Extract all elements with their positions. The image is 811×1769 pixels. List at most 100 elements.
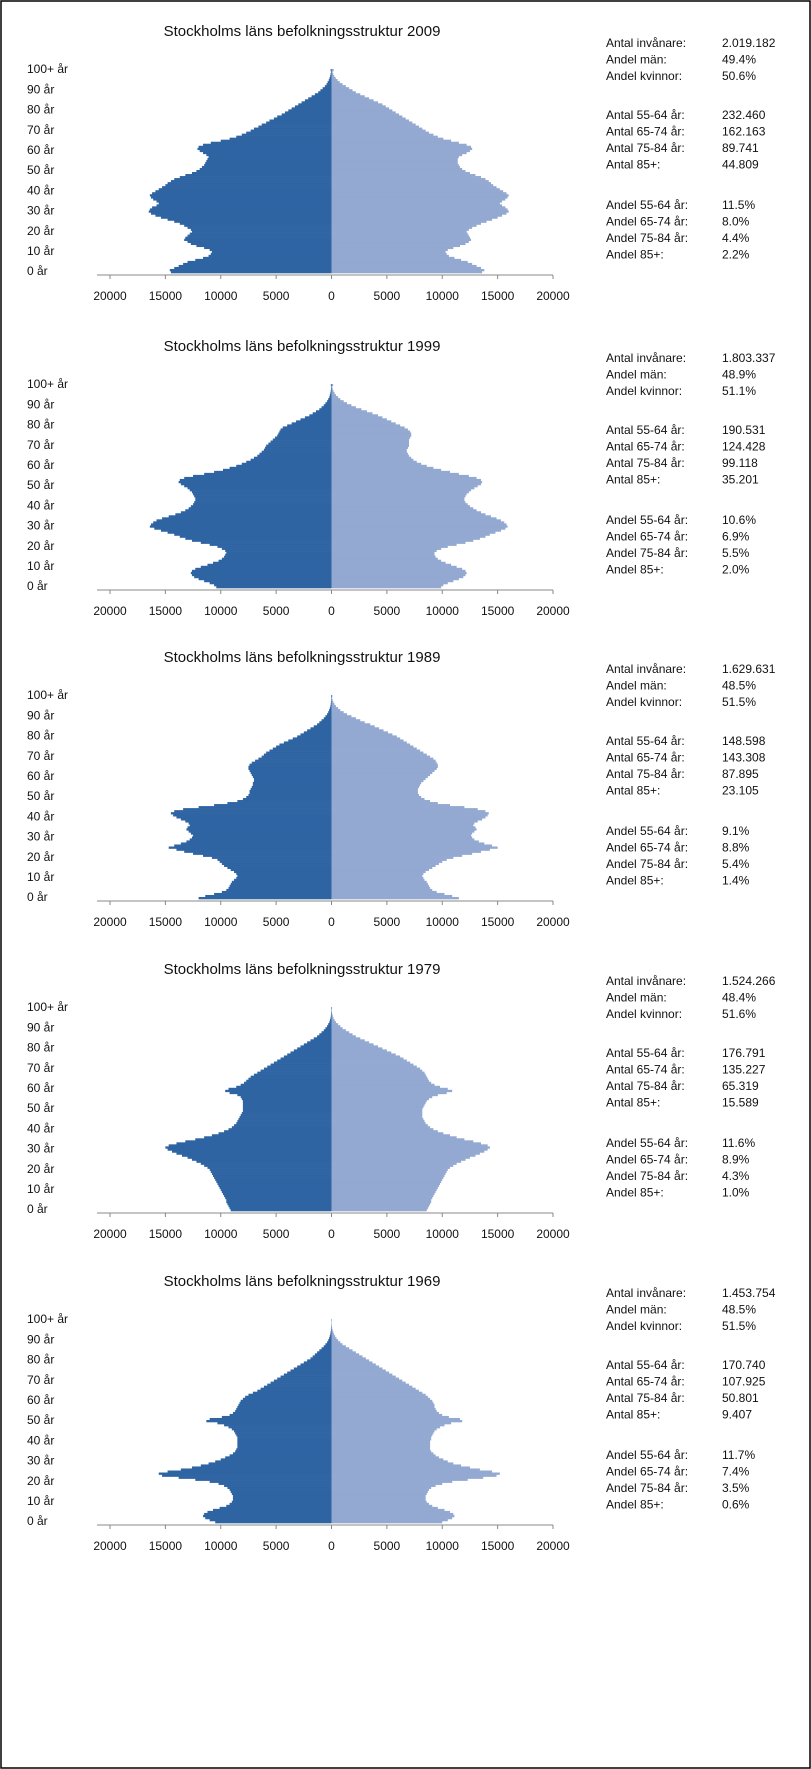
bar xyxy=(195,258,332,262)
bar xyxy=(165,1146,332,1149)
bar xyxy=(185,236,332,239)
bar xyxy=(331,1130,438,1133)
stat-label: Antal 55-64 år: xyxy=(606,1046,685,1060)
bar xyxy=(331,1142,482,1145)
bar xyxy=(329,1021,332,1024)
bar xyxy=(331,1043,374,1046)
stat-value: 8.9% xyxy=(722,1153,750,1167)
x-tick-label: 20000 xyxy=(536,1227,570,1241)
bar xyxy=(331,121,413,124)
bar xyxy=(328,1023,332,1026)
bar xyxy=(331,703,335,706)
bar xyxy=(242,1107,332,1111)
bar xyxy=(331,1349,353,1352)
bar xyxy=(260,1069,332,1072)
bar xyxy=(237,1446,332,1449)
x-tick-label: 5000 xyxy=(263,1539,290,1553)
bar xyxy=(195,1478,332,1481)
stat-label: Antal 85+: xyxy=(606,1408,660,1422)
bar xyxy=(193,503,332,506)
y-tick-label: 50 år xyxy=(27,789,54,803)
bar xyxy=(331,874,423,878)
bar xyxy=(174,178,332,181)
bar xyxy=(325,715,332,718)
bar xyxy=(230,1208,332,1212)
bar xyxy=(160,216,332,219)
bar xyxy=(331,153,463,157)
bar xyxy=(329,707,332,710)
bar xyxy=(331,165,460,169)
bar xyxy=(207,563,332,567)
y-tick-label: 10 år xyxy=(27,1182,54,1196)
bar xyxy=(261,123,332,126)
bar xyxy=(331,81,340,84)
bar xyxy=(249,789,332,793)
bar xyxy=(331,795,422,799)
bar xyxy=(203,256,332,260)
bar xyxy=(331,559,442,563)
bar xyxy=(238,1403,332,1407)
bar xyxy=(323,1345,332,1348)
bar xyxy=(251,785,332,789)
bar xyxy=(331,1357,366,1360)
y-tick-label: 50 år xyxy=(27,478,54,492)
y-tick-label: 30 år xyxy=(27,1142,54,1156)
bar xyxy=(230,882,332,886)
bar xyxy=(331,1176,444,1179)
bar xyxy=(283,741,332,744)
bar xyxy=(331,1192,435,1196)
bar xyxy=(331,476,477,480)
bar xyxy=(331,505,470,508)
bar xyxy=(330,1015,332,1018)
bar xyxy=(253,779,332,783)
bar xyxy=(331,1329,333,1332)
bar xyxy=(331,1156,470,1159)
stat-label: Andel 75-84 år: xyxy=(606,857,688,871)
bar xyxy=(242,1110,332,1113)
bar xyxy=(331,174,476,177)
bar xyxy=(331,822,475,825)
bar xyxy=(259,452,332,455)
bar xyxy=(237,1440,332,1443)
bar xyxy=(167,218,332,221)
bar xyxy=(331,531,496,534)
x-tick-label: 20000 xyxy=(536,1539,570,1553)
bar xyxy=(187,260,332,264)
bar xyxy=(330,390,332,393)
bar xyxy=(211,856,332,859)
bar xyxy=(331,555,436,559)
bar xyxy=(331,1095,433,1099)
bar xyxy=(191,230,332,233)
bar xyxy=(325,1343,332,1346)
bar xyxy=(331,771,433,775)
bar xyxy=(331,1371,390,1374)
bar xyxy=(331,192,507,195)
stat-label: Antal 55-64 år: xyxy=(606,1358,685,1372)
bar xyxy=(319,1033,332,1036)
bar xyxy=(170,180,332,183)
x-tick-label: 5000 xyxy=(263,604,290,618)
stat-value: 1.524.266 xyxy=(722,974,776,988)
stat-label: Andel kvinnor: xyxy=(606,384,682,398)
x-tick-label: 5000 xyxy=(263,289,290,303)
y-tick-label: 70 år xyxy=(27,123,54,137)
y-tick-label: 20 år xyxy=(27,1474,54,1488)
bar xyxy=(331,1460,448,1463)
bar xyxy=(221,547,332,550)
bar xyxy=(331,222,482,225)
bar xyxy=(222,468,332,472)
stat-label: Andel 85+: xyxy=(606,1498,664,1512)
y-tick-label: 0 år xyxy=(27,890,48,904)
bar xyxy=(327,1025,332,1028)
bar xyxy=(331,806,465,809)
bar xyxy=(176,1152,332,1155)
bar xyxy=(158,1472,332,1475)
bar xyxy=(331,220,487,223)
bar xyxy=(331,545,448,548)
bar xyxy=(331,129,426,132)
bar xyxy=(303,731,332,734)
bar xyxy=(172,1150,332,1153)
bar xyxy=(234,870,332,874)
bar xyxy=(331,260,468,264)
stat-value: 107.925 xyxy=(722,1375,766,1389)
